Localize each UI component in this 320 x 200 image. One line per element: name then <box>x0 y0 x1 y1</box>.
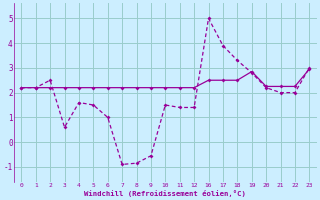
X-axis label: Windchill (Refroidissement éolien,°C): Windchill (Refroidissement éolien,°C) <box>84 190 246 197</box>
